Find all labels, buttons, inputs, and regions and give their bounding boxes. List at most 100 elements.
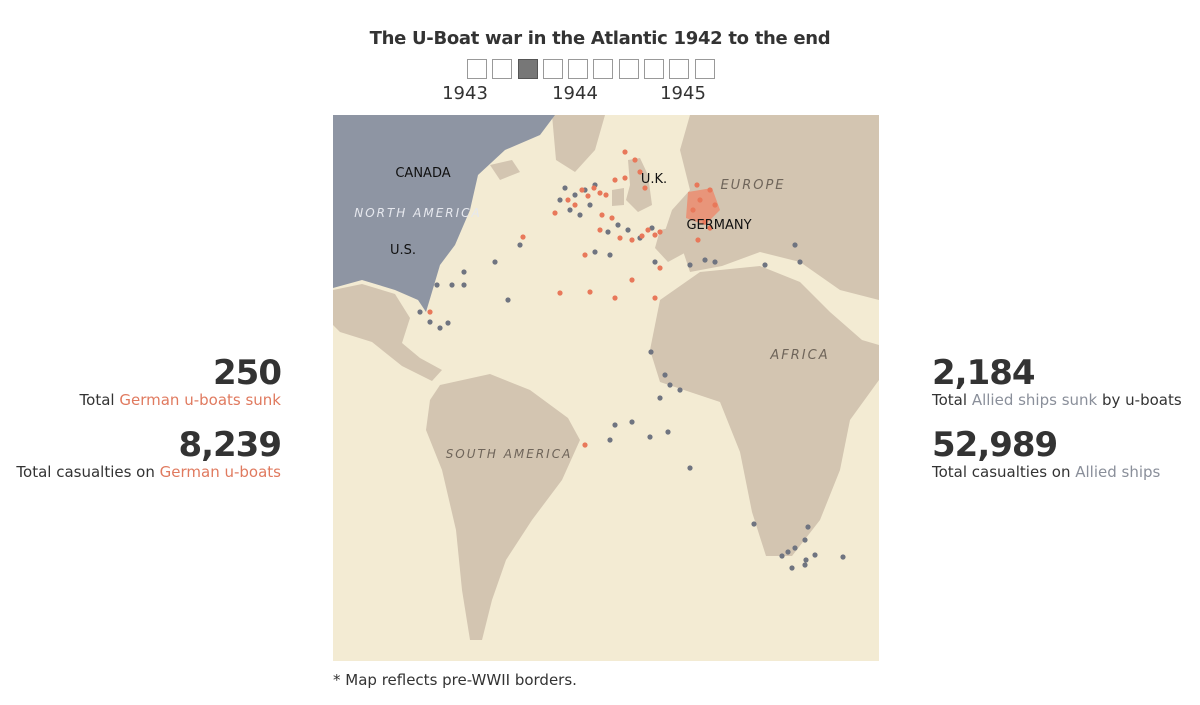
sinking-dot bbox=[552, 210, 558, 216]
sinking-dot bbox=[792, 545, 798, 551]
sinking-dot bbox=[591, 185, 597, 191]
timeline-step[interactable] bbox=[517, 59, 538, 79]
sinkings bbox=[417, 149, 846, 571]
sinking-dot bbox=[615, 222, 621, 228]
sinking-dot bbox=[697, 197, 703, 203]
sinking-dot bbox=[562, 185, 568, 191]
timeline-step[interactable] bbox=[568, 59, 589, 79]
sinking-dot bbox=[802, 562, 808, 568]
sinking-dot bbox=[840, 554, 846, 560]
timeline-step[interactable] bbox=[593, 59, 614, 79]
sinking-dot bbox=[557, 290, 563, 296]
sinking-dot bbox=[437, 325, 443, 331]
scandinavia bbox=[552, 115, 605, 172]
africa bbox=[650, 266, 879, 556]
sinking-dot bbox=[797, 259, 803, 265]
sinking-dot bbox=[662, 372, 668, 378]
timeline-step[interactable] bbox=[542, 59, 563, 79]
sinking-dot bbox=[427, 319, 433, 325]
stat-value: 8,239 bbox=[178, 425, 282, 465]
sinking-dot bbox=[802, 537, 808, 543]
map-label: EUROPE bbox=[720, 178, 785, 193]
stat-value: 52,989 bbox=[932, 425, 1058, 465]
map-label: SOUTH AMERICA bbox=[446, 447, 573, 461]
sinking-dot bbox=[572, 202, 578, 208]
timeline-step[interactable] bbox=[467, 59, 487, 79]
stat-label: Total casualties on German u-boats bbox=[16, 463, 281, 481]
timeline-step[interactable] bbox=[644, 59, 665, 79]
footnote: * Map reflects pre-WWII borders. bbox=[333, 671, 577, 689]
uk bbox=[626, 158, 652, 212]
sinking-dot bbox=[622, 149, 628, 155]
sinking-dot bbox=[657, 265, 663, 271]
sinking-dot bbox=[607, 252, 613, 258]
year-label: 1943 bbox=[442, 83, 488, 104]
sinking-dot bbox=[779, 553, 785, 559]
stat: 250 Total German u-boats sunk bbox=[80, 353, 282, 409]
map-labels: CANADA NORTH AMERICA U.S. U.K. EUROPE GE… bbox=[354, 166, 829, 461]
stat: 8,239 Total casualties on German u-boats bbox=[16, 425, 282, 481]
sinking-dot bbox=[434, 282, 440, 288]
eurasia bbox=[662, 115, 879, 300]
sinking-dot bbox=[572, 192, 578, 198]
sinking-dot bbox=[652, 232, 658, 238]
sinking-dot bbox=[702, 257, 708, 263]
sinking-dot bbox=[577, 212, 583, 218]
map-label: U.K. bbox=[641, 172, 667, 187]
stat-text: Total bbox=[932, 391, 968, 409]
sinking-dot bbox=[707, 187, 713, 193]
sinking-dot bbox=[657, 395, 663, 401]
sinking-dot bbox=[695, 237, 701, 243]
sinking-dot bbox=[677, 387, 683, 393]
sinking-dot bbox=[712, 202, 718, 208]
sinking-dot bbox=[587, 289, 593, 295]
sinking-dot bbox=[632, 157, 638, 163]
sinking-dot bbox=[712, 259, 718, 265]
sinking-dot bbox=[603, 192, 609, 198]
title: The U-Boat war in the Atlantic 1942 to t… bbox=[369, 28, 831, 49]
stat-text: Total casualties on bbox=[932, 463, 1071, 481]
stat-highlight: Allied ships sunk bbox=[971, 391, 1098, 409]
sinking-dot bbox=[622, 175, 628, 181]
sinking-dot bbox=[461, 269, 467, 275]
sinking-dot bbox=[505, 297, 511, 303]
stat: 52,989 Total casualties on Allied ships bbox=[932, 427, 1160, 481]
sinking-dot bbox=[417, 309, 423, 315]
sinking-dot bbox=[612, 295, 618, 301]
land bbox=[333, 115, 879, 640]
timeline-step[interactable] bbox=[669, 59, 690, 79]
stat-label: Total Allied ships sunk by u-boats bbox=[932, 391, 1182, 409]
timeline-step bbox=[694, 59, 715, 79]
sinking-dot bbox=[520, 234, 526, 240]
sinking-dot bbox=[592, 249, 598, 255]
sinking-dot bbox=[647, 434, 653, 440]
sinking-dot bbox=[607, 437, 613, 443]
sinking-dot bbox=[609, 215, 615, 221]
sinking-dot bbox=[762, 262, 768, 268]
sinking-dot bbox=[789, 565, 795, 571]
sinking-dot bbox=[629, 277, 635, 283]
stat-value: 250 bbox=[213, 353, 282, 393]
sinking-dot bbox=[639, 233, 645, 239]
iberia bbox=[655, 226, 690, 262]
map-label: CANADA bbox=[395, 166, 450, 181]
sinking-dot bbox=[629, 419, 635, 425]
ireland bbox=[612, 188, 624, 206]
timeline bbox=[467, 59, 720, 79]
sinking-dot bbox=[694, 182, 700, 188]
stat-label: Total casualties on Allied ships bbox=[932, 463, 1160, 481]
sinking-dot bbox=[792, 242, 798, 248]
map-label: AFRICA bbox=[769, 348, 829, 363]
timeline-step[interactable] bbox=[492, 59, 513, 79]
sinking-dot bbox=[803, 557, 809, 563]
sinking-dot bbox=[648, 349, 654, 355]
sinking-dot bbox=[805, 524, 811, 530]
sinking-dot bbox=[565, 197, 571, 203]
timeline-step[interactable] bbox=[618, 59, 639, 79]
sinking-dot bbox=[649, 225, 655, 231]
sinking-dot bbox=[597, 227, 603, 233]
iceland bbox=[490, 160, 520, 180]
sinking-dot bbox=[599, 212, 605, 218]
germany bbox=[686, 188, 720, 225]
sinking-dot bbox=[642, 185, 648, 191]
